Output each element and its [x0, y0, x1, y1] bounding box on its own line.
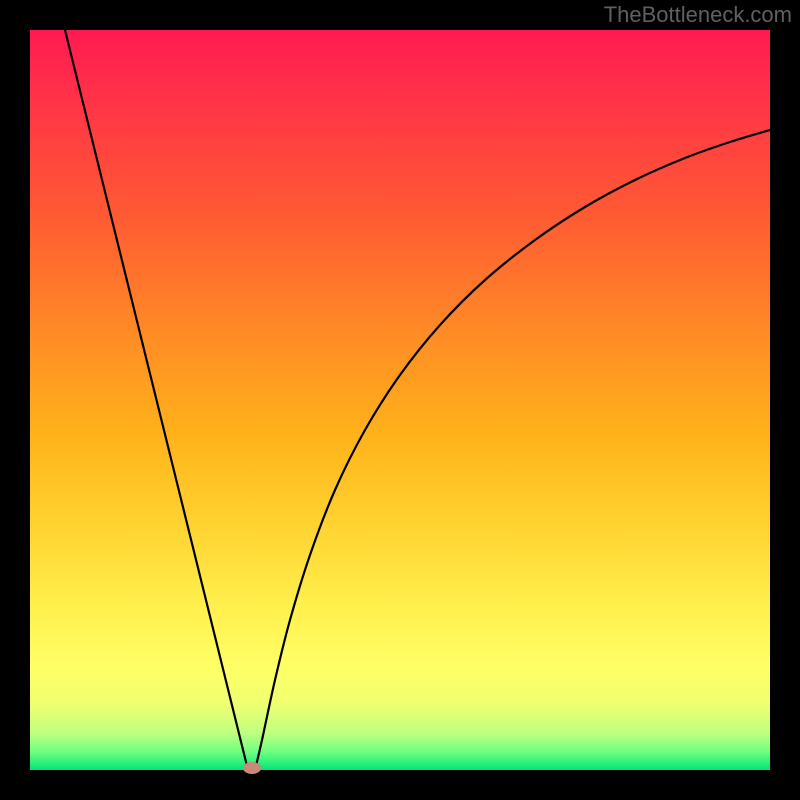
bottleneck-chart: [0, 0, 800, 800]
bottleneck-marker: [243, 762, 261, 774]
watermark-text: TheBottleneck.com: [604, 2, 792, 28]
chart-background-gradient: [30, 30, 770, 770]
chart-container: TheBottleneck.com: [0, 0, 800, 800]
